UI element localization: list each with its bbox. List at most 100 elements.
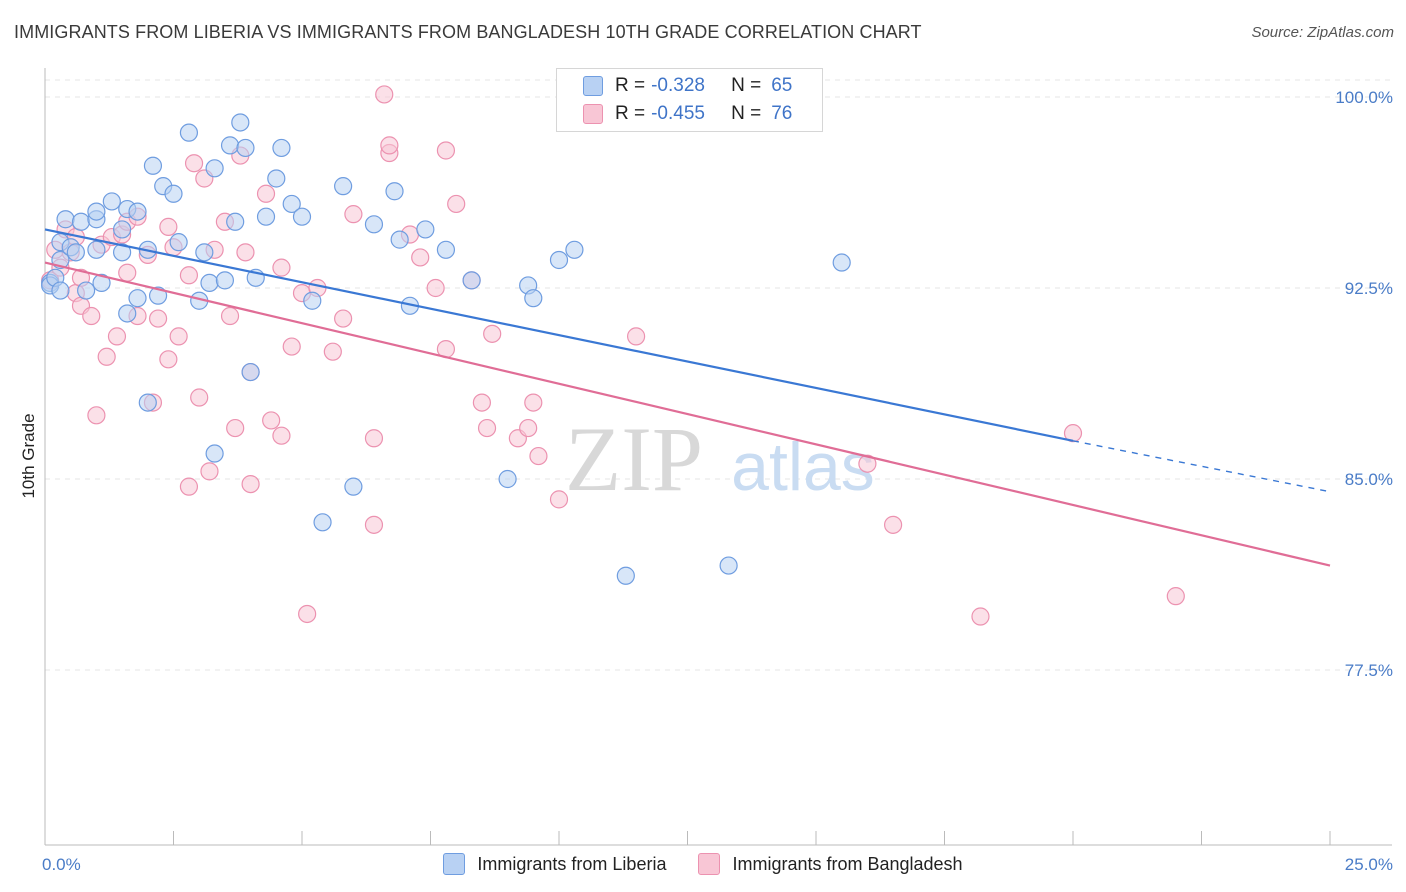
liberia-swatch: [583, 76, 603, 96]
trend-lines: [44, 228, 1331, 567]
r-value: -0.455: [651, 103, 705, 124]
bangladesh-point: [858, 454, 877, 473]
liberia-point: [112, 220, 132, 239]
bangladesh-point: [447, 194, 466, 214]
bangladesh-point: [883, 515, 903, 534]
legend-item-liberia[interactable]: Immigrants from Liberia: [443, 852, 666, 876]
liberia-point: [205, 444, 224, 463]
source-credit: Source: ZipAtlas.com: [1251, 24, 1394, 41]
stats-row-bangladesh: R = -0.455 N = 76: [557, 100, 792, 128]
bangladesh-point: [1166, 587, 1185, 606]
legend-label-bangladesh: Immigrants from Bangladesh: [732, 853, 963, 874]
liberia-point: [524, 289, 543, 308]
liberia-point: [303, 291, 322, 310]
liberia-point: [220, 136, 240, 155]
liberia-point: [128, 289, 147, 308]
bangladesh-point: [220, 306, 240, 326]
liberia-point: [364, 215, 384, 234]
bangladesh-point: [411, 248, 430, 267]
r-label: R =: [615, 75, 646, 96]
bangladesh-point: [179, 266, 199, 285]
n-value: 76: [771, 103, 793, 124]
bangladesh-point: [472, 393, 491, 412]
bangladesh-point: [179, 477, 199, 496]
x-tick-label-max: 25.0%: [1345, 855, 1393, 874]
liberia-point: [143, 156, 163, 175]
bangladesh-trend-line: [44, 261, 1331, 567]
bangladesh-point: [282, 337, 301, 356]
liberia-point: [416, 220, 435, 239]
bangladesh-point: [344, 205, 363, 224]
liberia-point: [344, 477, 363, 496]
bangladesh-point: [334, 309, 353, 328]
legend-item-bangladesh[interactable]: Immigrants from Bangladesh: [698, 852, 963, 876]
bangladesh-point: [184, 154, 204, 173]
liberia-point: [102, 192, 121, 211]
liberia-point: [334, 177, 353, 196]
bangladesh-point: [272, 426, 291, 445]
bangladesh-point: [436, 141, 456, 160]
bangladesh-point: [82, 306, 101, 326]
liberia-point: [195, 243, 214, 262]
y-tick-label: 100.0%: [1335, 88, 1393, 107]
liberia-point: [719, 556, 738, 575]
liberia-point: [313, 513, 332, 532]
chart-title: IMMIGRANTS FROM LIBERIA VS IMMIGRANTS FR…: [14, 22, 922, 42]
bangladesh-point: [477, 418, 497, 438]
watermark: ZIP atlas: [565, 408, 875, 510]
liberia-point: [179, 123, 199, 142]
liberia-point: [292, 207, 312, 226]
liberia-point: [118, 304, 137, 323]
bangladesh-point: [272, 258, 291, 277]
bangladesh-point: [262, 411, 281, 430]
liberia-legend-swatch: [443, 853, 466, 875]
liberia-point: [462, 271, 481, 290]
liberia-point: [226, 212, 245, 231]
liberia-point: [832, 253, 851, 272]
n-label: N =: [731, 75, 762, 96]
bangladesh-point: [483, 324, 502, 343]
liberia-trend-extension: [1072, 440, 1331, 493]
liberia-point: [282, 194, 301, 214]
y-axis-label: 10th Grade: [19, 413, 38, 498]
liberia-point: [498, 469, 517, 489]
liberia-points: [41, 85, 851, 585]
bangladesh-point: [323, 342, 342, 361]
bangladesh-point: [298, 604, 317, 624]
bangladesh-point: [519, 418, 538, 438]
legend-label-liberia: Immigrants from Liberia: [477, 853, 667, 874]
bangladesh-point: [241, 474, 260, 494]
bangladesh-point: [1063, 424, 1083, 443]
bangladesh-point: [524, 393, 543, 412]
bangladesh-point: [549, 490, 569, 509]
liberia-point: [241, 362, 260, 382]
liberia-point: [436, 240, 456, 259]
liberia-point: [138, 393, 157, 412]
bangladesh-point: [426, 278, 445, 298]
r-label: R =: [615, 103, 646, 124]
liberia-point: [66, 243, 85, 262]
liberia-point: [112, 243, 132, 262]
n-value: 65: [771, 75, 793, 96]
stats-legend: R = -0.328 N = 65 R = -0.455 N = 76: [556, 68, 823, 132]
series-legend: Immigrants from Liberia Immigrants from …: [0, 852, 1406, 876]
liberia-point: [56, 210, 75, 229]
axes: [44, 68, 1392, 846]
bangladesh-legend-swatch: [698, 853, 721, 875]
bangladesh-point: [148, 309, 168, 328]
liberia-point: [272, 138, 291, 158]
bangladesh-point: [226, 418, 245, 438]
liberia-point: [51, 281, 70, 300]
bangladesh-point: [364, 515, 384, 534]
y-tick-label: 85.0%: [1345, 470, 1393, 489]
bangladesh-point: [118, 263, 137, 282]
liberia-point: [92, 273, 111, 293]
bangladesh-point: [364, 429, 384, 448]
bangladesh-point: [97, 347, 116, 366]
bangladesh-point: [256, 184, 276, 203]
bangladesh-swatch: [583, 104, 603, 124]
liberia-point: [267, 169, 286, 188]
liberia-point: [616, 566, 635, 585]
bangladesh-point: [375, 85, 394, 104]
